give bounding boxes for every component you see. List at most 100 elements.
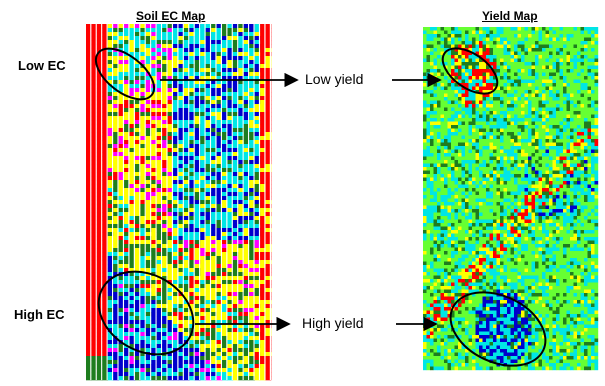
ec-cell [96,340,103,345]
ec-cell [254,80,261,85]
yield-cell [440,310,445,315]
yield-cell [430,48,434,52]
yield-cell [433,363,438,367]
ec-cell [189,188,196,193]
ec-cell [118,316,125,321]
ec-cell [134,196,141,201]
ec-cell [243,244,250,249]
yield-cell [440,345,445,350]
yield-cell [475,30,480,35]
yield-cell [472,132,476,136]
yield-cell [440,79,445,84]
yield-cell [482,338,487,343]
yield-cell [486,69,490,73]
ec-cell [124,288,130,293]
yield-cell [461,265,466,269]
ec-cell [200,124,207,129]
yield-cell [465,233,469,238]
yield-cell [423,279,427,283]
ec-cell [265,180,272,185]
ec-cell [254,24,261,29]
ec-cell [107,168,114,173]
ec-cell [134,28,141,33]
yield-cell [475,205,480,210]
ec-cell [140,188,147,193]
ec-cell [249,276,255,281]
yield-cell [486,209,490,213]
yield-cell [447,184,452,189]
ec-cell [113,76,119,81]
yield-cell [423,363,427,367]
yield-cell [468,230,473,234]
ec-cell [249,240,255,245]
ec-cell [145,108,152,113]
yield-cell [437,233,441,238]
ec-cell [129,180,136,185]
ec-cell [216,96,223,101]
ec-cell [249,92,255,97]
yield-cell [458,254,462,259]
yield-cell [454,349,459,353]
ec-cell [194,200,201,205]
yield-cell [433,121,438,126]
ec-cell [178,36,185,41]
yield-cell [486,226,490,231]
yield-cell [489,69,494,73]
ec-cell [151,240,158,245]
yield-cell [426,153,431,157]
ec-cell [243,124,250,129]
ec-cell [249,364,255,369]
yield-cell [426,184,431,189]
ec-cell [102,248,109,253]
yield-cell [430,331,434,336]
ec-cell [265,272,272,277]
ec-cell [249,284,255,289]
ec-cell [183,320,190,325]
yield-cell [479,132,483,136]
ec-cell [200,244,207,249]
yield-cell [465,79,469,84]
ec-cell [183,364,190,369]
yield-cell [437,314,441,318]
yield-cell [486,307,490,311]
ec-cell [167,248,174,253]
yield-cell [486,328,490,332]
yield-cell [489,240,494,245]
yield-cell [444,296,448,301]
ec-cell [227,140,234,145]
yield-cell [465,314,469,318]
ec-cell [167,112,174,117]
ec-cell [86,356,92,361]
yield-cell [440,289,445,294]
yield-cell [440,153,445,157]
yield-cell [489,76,494,80]
ec-cell [140,236,147,241]
ec-cell [205,316,212,321]
ec-cell [134,332,141,337]
ec-cell [156,328,163,333]
ec-cell [162,100,168,105]
ec-cell [167,32,174,37]
yield-cell [468,167,473,171]
yield-cell [475,118,480,122]
ec-cell [232,160,239,165]
ec-cell [216,192,223,197]
yield-cell [475,240,480,245]
ec-cell [189,204,196,209]
ec-cell [145,120,152,125]
ec-cell [91,308,98,313]
yield-cell [423,135,427,140]
ec-cell [194,300,201,305]
ec-cell [124,28,130,33]
ec-cell [249,256,255,261]
ec-cell [183,64,190,69]
ec-cell [194,232,201,237]
ec-cell [200,340,207,345]
yield-cell [482,79,487,84]
yield-cell [465,268,469,273]
yield-cell [444,76,448,80]
ec-cell [200,260,207,265]
ec-cell [134,48,141,53]
yield-cell [433,139,438,143]
ec-cell [200,212,207,217]
